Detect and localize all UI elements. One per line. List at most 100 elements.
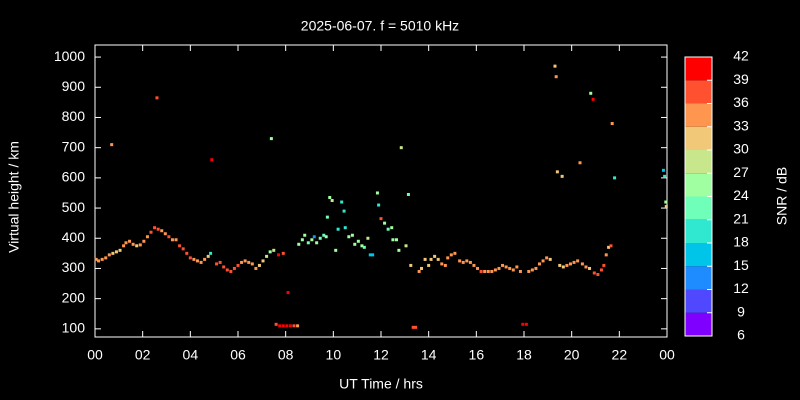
data-point xyxy=(174,238,178,242)
data-point xyxy=(236,263,240,267)
data-point xyxy=(188,256,192,260)
data-point xyxy=(554,75,558,79)
data-point xyxy=(537,262,541,266)
data-point xyxy=(404,244,408,248)
data-point xyxy=(178,244,182,248)
y-tick-label: 900 xyxy=(62,78,86,94)
data-point xyxy=(420,266,424,270)
x-axis-label: UT Time / hrs xyxy=(339,376,423,392)
data-point xyxy=(336,227,340,231)
colorbar-band xyxy=(685,57,712,81)
colorbar-tick-label: 24 xyxy=(733,187,749,203)
data-point xyxy=(107,253,111,257)
data-point xyxy=(479,269,483,273)
data-point xyxy=(604,253,608,257)
data-point xyxy=(545,256,549,260)
data-point xyxy=(576,259,580,263)
data-point xyxy=(153,226,157,230)
data-point xyxy=(286,291,290,295)
data-point xyxy=(218,260,222,264)
data-point xyxy=(225,268,229,272)
data-point xyxy=(322,233,326,237)
data-point xyxy=(399,146,403,150)
data-point xyxy=(453,251,457,255)
data-point xyxy=(297,242,301,246)
data-point xyxy=(281,251,285,255)
data-point xyxy=(436,257,440,261)
data-point xyxy=(558,263,562,267)
data-point xyxy=(465,259,469,263)
x-tick-label: 02 xyxy=(135,347,151,363)
data-point xyxy=(429,257,433,261)
data-point xyxy=(371,253,375,257)
data-point xyxy=(111,251,115,255)
data-point xyxy=(375,191,379,195)
data-point xyxy=(411,325,415,329)
data-point xyxy=(243,259,247,263)
data-point xyxy=(518,269,522,273)
y-tick-label: 1000 xyxy=(54,48,85,64)
data-point xyxy=(100,257,104,261)
data-point xyxy=(433,254,437,258)
data-point xyxy=(347,235,351,239)
data-point xyxy=(328,195,332,199)
data-point xyxy=(515,265,519,269)
data-point xyxy=(386,227,390,231)
data-point xyxy=(607,245,611,249)
data-point xyxy=(458,259,462,263)
x-tick-label: 12 xyxy=(373,347,389,363)
data-point xyxy=(278,324,282,328)
data-point xyxy=(324,235,328,239)
data-point xyxy=(508,266,512,270)
data-point xyxy=(490,269,494,273)
data-point xyxy=(409,263,413,267)
data-point xyxy=(356,239,360,243)
data-point xyxy=(360,244,364,248)
data-point xyxy=(560,174,564,178)
colorbar-tick-label: 9 xyxy=(737,303,745,319)
colorbar-band xyxy=(685,103,712,127)
data-point xyxy=(206,254,210,258)
data-point xyxy=(553,64,557,68)
data-point xyxy=(285,324,289,328)
data-point xyxy=(281,324,285,328)
colorbar-tick-label: 15 xyxy=(733,257,749,273)
data-point xyxy=(222,265,226,269)
colorbar-tick-label: 42 xyxy=(733,48,749,64)
data-point xyxy=(156,227,160,231)
y-tick-label: 300 xyxy=(62,259,86,275)
data-point xyxy=(257,263,261,267)
data-point xyxy=(296,324,300,328)
data-point xyxy=(397,248,401,252)
colorbar-label: SNR / dB xyxy=(774,167,790,225)
colorbar-tick-label: 27 xyxy=(733,164,749,180)
data-point xyxy=(114,250,118,254)
data-point xyxy=(170,238,174,242)
x-tick-label: 10 xyxy=(326,347,342,363)
data-point xyxy=(104,256,108,260)
data-point xyxy=(303,233,307,237)
data-point xyxy=(343,226,347,230)
data-point xyxy=(568,262,572,266)
data-point xyxy=(268,250,272,254)
data-point xyxy=(330,199,334,203)
data-point xyxy=(277,253,281,257)
data-point xyxy=(561,265,565,269)
x-tick-label: 00 xyxy=(659,347,675,363)
data-point xyxy=(476,266,480,270)
colorbar-band xyxy=(685,126,712,150)
x-tick-label: 16 xyxy=(469,347,485,363)
y-tick-label: 800 xyxy=(62,108,86,124)
data-point xyxy=(288,324,292,328)
data-point xyxy=(414,325,418,329)
data-point xyxy=(417,269,421,273)
data-point xyxy=(511,268,515,272)
y-tick-label: 500 xyxy=(62,199,86,215)
data-point xyxy=(124,241,128,245)
data-point xyxy=(588,266,592,270)
data-point xyxy=(440,262,444,266)
data-point xyxy=(609,244,613,248)
chart-title: 2025-06-07. f = 5010 kHz xyxy=(301,18,459,34)
data-point xyxy=(472,263,476,267)
